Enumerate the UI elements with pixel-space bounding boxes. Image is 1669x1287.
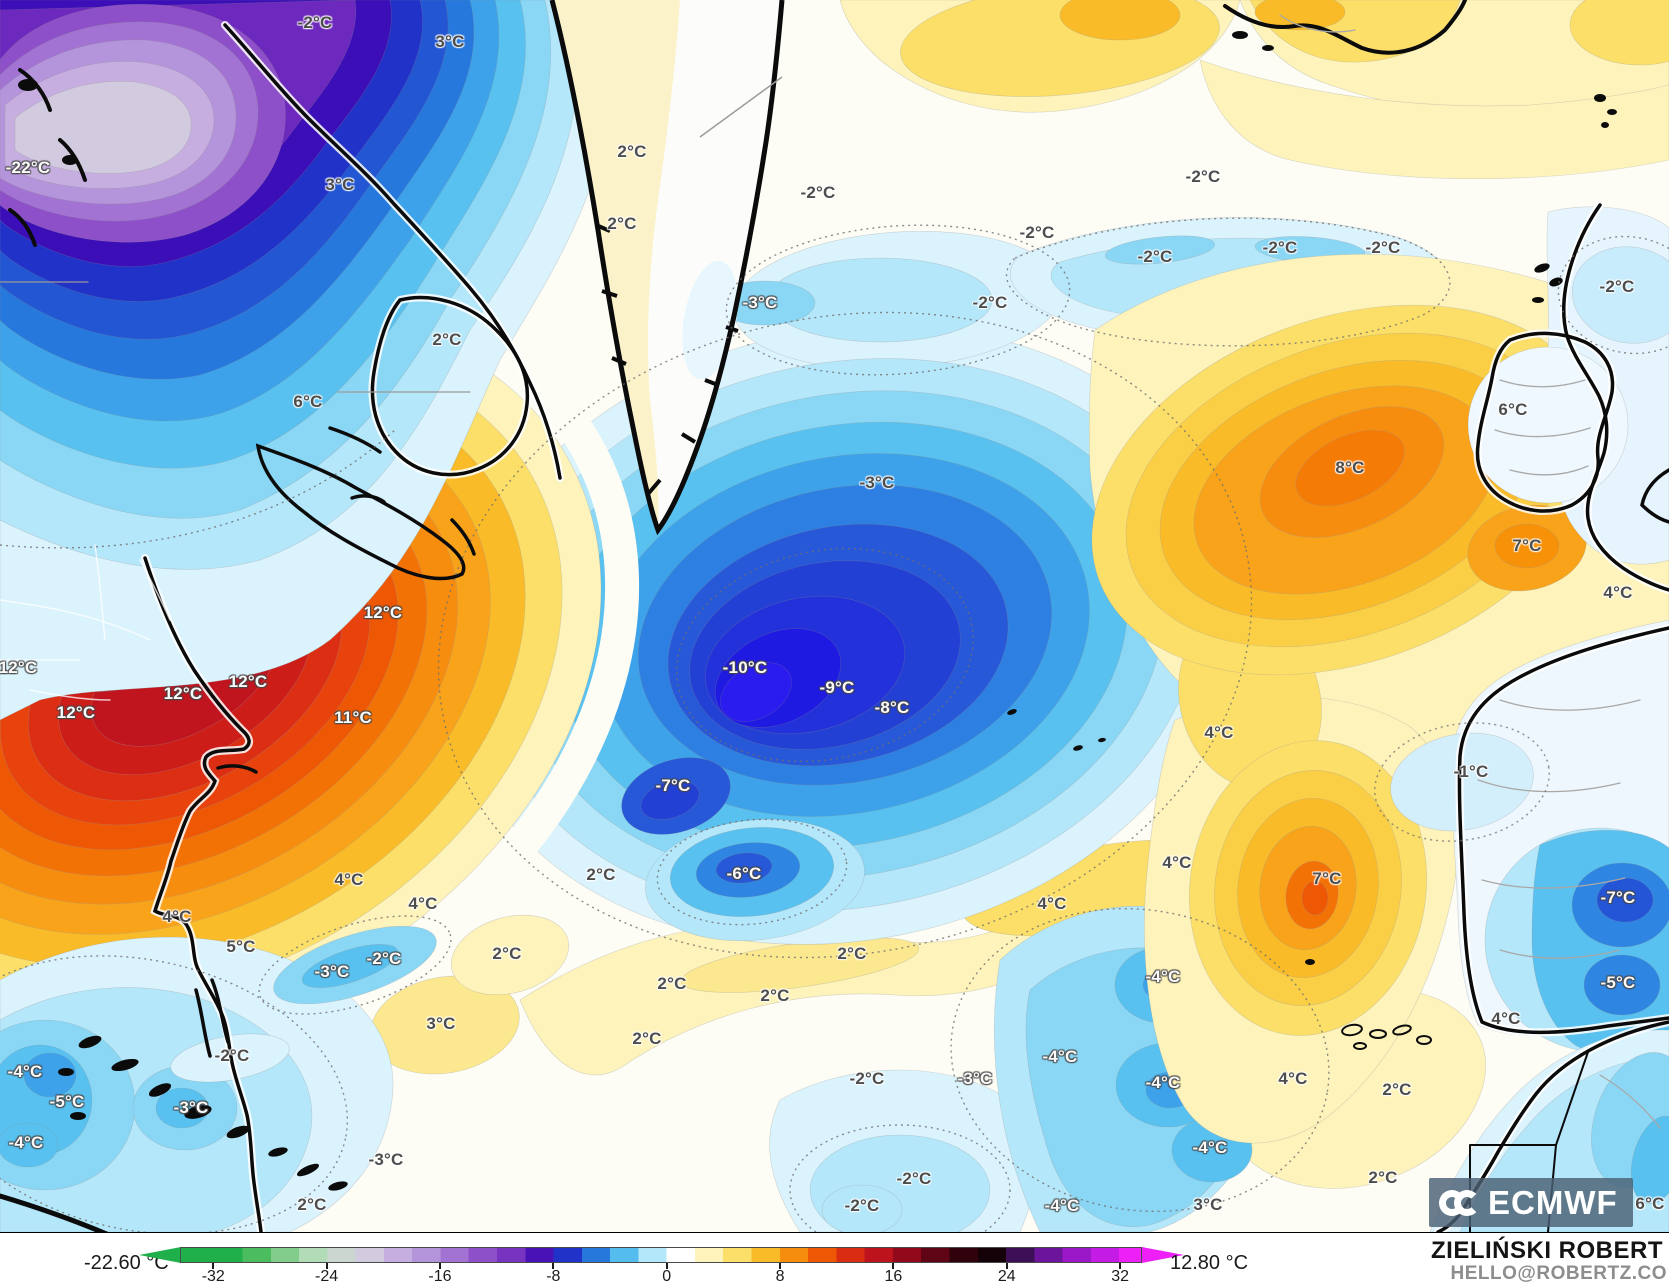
colorbar-tick [779, 1263, 782, 1269]
colorbar-tick [438, 1263, 441, 1269]
map-area: -22°C -2°C 3°C 3°C 2°C 2°C -2°C -2°C -3°C -2°C -2°… [0, 0, 1669, 1233]
colorbar-tick-label: -8 [546, 1268, 561, 1285]
labrador-cold-anomaly [0, 0, 612, 721]
greenland [549, 0, 785, 536]
colorbar-tick [1005, 1263, 1008, 1269]
colorbar-max-value: 12.80 °C [1170, 1252, 1249, 1274]
colorbar-tick-label: 16 [884, 1268, 903, 1285]
credit-contact: HELLO@ROBERTZ.CO [1450, 1263, 1667, 1284]
colorbar-tick-label: 8 [775, 1268, 785, 1285]
colorbar-gradient [180, 1247, 1142, 1263]
colorbar-tick [325, 1263, 328, 1269]
colorbar-tick-label: -24 [315, 1268, 339, 1285]
dotted-contours [0, 217, 1669, 1232]
colorbar-tick [892, 1263, 895, 1269]
temperature-anomaly-map [0, 0, 1669, 1232]
coastlines [0, 0, 1669, 1232]
ecmwf-logo-text: ECMWF [1488, 1183, 1618, 1221]
ecmwf-watermark: ECMWF [1429, 1178, 1633, 1227]
credit-author: ZIELIŃSKI ROBERT [1430, 1237, 1663, 1264]
colorbar-left-arrow [139, 1247, 181, 1263]
colorbar-tick [665, 1263, 668, 1269]
colorbar-right-arrow [1142, 1247, 1184, 1263]
colorbar-tick-label: 32 [1111, 1268, 1130, 1285]
colorbar-tick [212, 1263, 215, 1269]
colorbar-tick-label: -16 [428, 1268, 452, 1285]
colorbar-tick-label: 24 [997, 1268, 1016, 1285]
colorbar-tick-label: -32 [201, 1268, 225, 1285]
east-atlantic-warm-anomaly [1088, 253, 1669, 1144]
colorbar-tick [552, 1263, 555, 1269]
ecmwf-logo-icon [1439, 1189, 1480, 1216]
colorbar-tick-label: 0 [662, 1268, 672, 1285]
colorbar-tick [1119, 1263, 1122, 1269]
